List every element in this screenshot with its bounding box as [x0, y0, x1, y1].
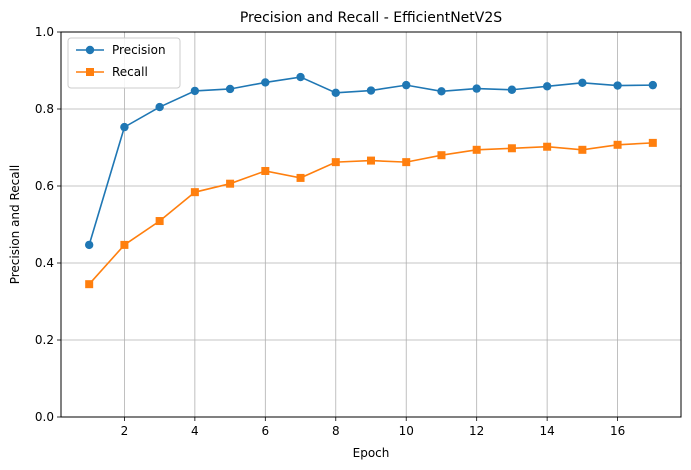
recall-point [367, 156, 375, 165]
recall-point [613, 140, 622, 149]
precision-point [402, 80, 411, 90]
precision-point [472, 84, 481, 93]
legend-swatch-marker [86, 68, 94, 76]
y-tick-label: 0.2 [35, 333, 54, 347]
plot-frame [60, 31, 682, 418]
legend-label: Precision [112, 43, 166, 57]
recall-point [437, 151, 446, 160]
legend: Precision Recall [67, 37, 181, 89]
x-axis-title: Epoch [353, 446, 390, 460]
precision-point [155, 102, 164, 112]
legend-item-precision: Precision [76, 43, 166, 57]
x-tick-label: 12 [469, 424, 484, 438]
series-layer [84, 72, 658, 289]
x-tick-label: 16 [610, 424, 625, 438]
precision-point [648, 80, 658, 90]
chart-title: Precision and Recall - EfficientNetV2S [240, 10, 502, 26]
precision-point [296, 72, 305, 82]
series-precision [84, 72, 658, 250]
precision-point [578, 78, 587, 88]
precision-point [225, 84, 235, 94]
recall-point [120, 240, 129, 249]
x-tick-label: 4 [191, 424, 199, 438]
x-tick-label: 8 [332, 424, 340, 438]
recall-point [331, 158, 340, 167]
legend-item-recall: Recall [76, 65, 148, 79]
recall-point [261, 166, 270, 175]
precision-point [261, 78, 270, 87]
recall-point [578, 145, 587, 154]
recall-point [155, 217, 164, 226]
precision-point [613, 81, 622, 90]
y-axis-title: Precision and Recall [8, 165, 22, 285]
x-tick-label: 10 [399, 424, 414, 438]
precision-point [366, 86, 376, 95]
y-tick-label: 0.0 [35, 410, 54, 424]
x-tick-label: 14 [539, 424, 554, 438]
series-recall [85, 138, 657, 289]
legend-swatch-marker [85, 45, 95, 55]
precision-point [84, 240, 94, 250]
recall-point [402, 158, 411, 167]
recall-point [507, 144, 516, 153]
precision-point [331, 88, 340, 98]
axis-ticks: 2 4 6 8 10 12 14 16 0.0 0.2 0.4 0.6 0.8 1.0 [35, 25, 625, 438]
recall-point [543, 142, 552, 151]
recall-point [296, 173, 305, 182]
y-tick-label: 0.8 [35, 102, 54, 116]
legend-label: Recall [112, 65, 148, 79]
precision-point [437, 87, 446, 96]
y-tick-label: 0.6 [35, 179, 54, 193]
recall-point [190, 188, 199, 197]
y-tick-label: 0.4 [35, 256, 54, 270]
precision-point [190, 86, 200, 96]
x-tick-label: 2 [121, 424, 129, 438]
recall-point [226, 179, 235, 188]
x-tick-label: 6 [261, 424, 269, 438]
y-tick-label: 1.0 [35, 25, 54, 39]
precision-point [507, 85, 517, 94]
recall-point [648, 138, 657, 147]
recall-point [472, 145, 481, 154]
precision-point [542, 82, 552, 91]
recall-point [85, 280, 94, 289]
precision-point [120, 122, 129, 132]
